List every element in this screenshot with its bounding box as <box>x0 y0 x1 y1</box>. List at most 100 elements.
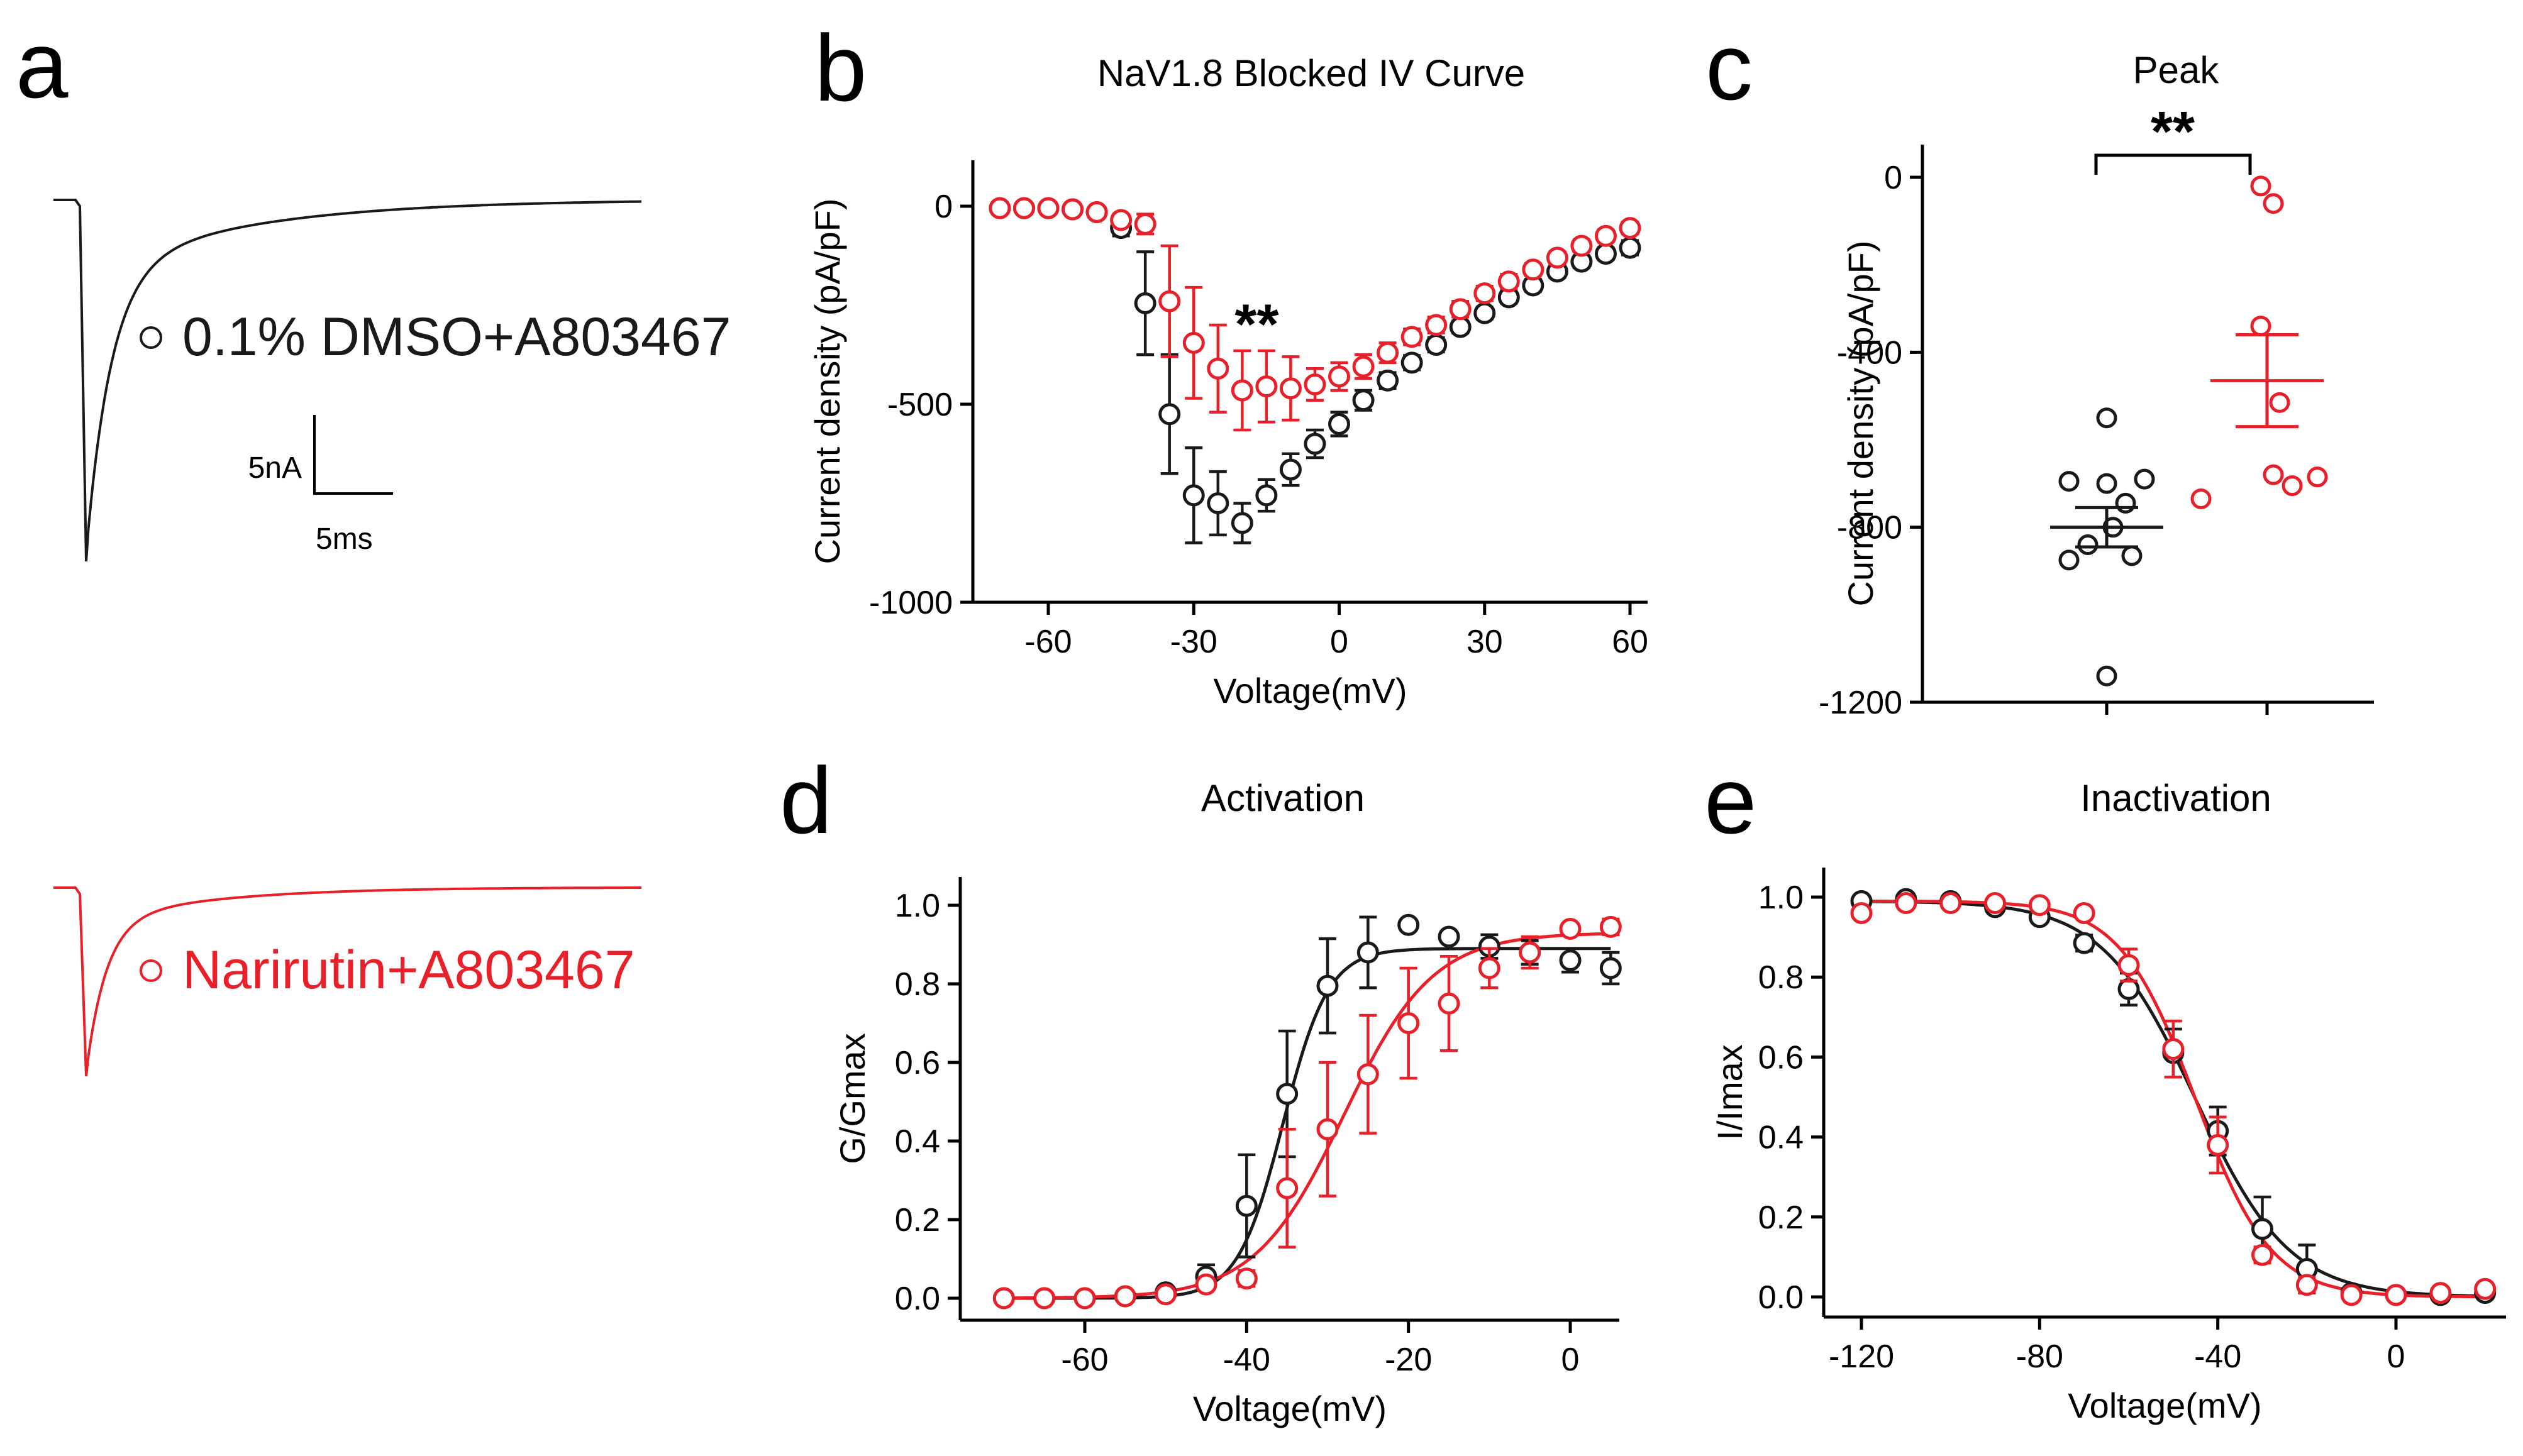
data-point <box>1195 1273 1217 1296</box>
data-point <box>1397 1012 1420 1034</box>
data-point <box>1255 375 1278 398</box>
data-point <box>2162 1038 2185 1061</box>
group-1 <box>2190 175 2328 715</box>
group-0 <box>2050 407 2163 715</box>
x-tick-label: -120 <box>1829 1338 1894 1375</box>
data-point <box>1522 258 1544 281</box>
x-axis-label: Voltage(mV) <box>1213 671 1407 710</box>
significance-mark: ** <box>2151 101 2195 163</box>
panel-b-axes: 0 -500 -1000 -60 -30 0 30 60 Voltage(mV) Current … <box>807 15 1648 710</box>
y-tick-label: 0.6 <box>895 1045 940 1081</box>
data-point <box>1062 198 1084 221</box>
x-tick-label: -80 <box>2016 1338 2063 1375</box>
data-point <box>1158 290 1181 312</box>
chart-title: NaV1.8 Blocked IV Curve <box>1097 52 1525 94</box>
data-point <box>2474 1277 2497 1300</box>
y-tick-label: 0.4 <box>1758 1120 1804 1156</box>
y-axis-label: Current density (pA/pF) <box>807 199 847 565</box>
legend-marker <box>140 326 162 349</box>
data-point <box>1559 949 1582 971</box>
data-point <box>1546 246 1568 269</box>
x-tick-label: -30 <box>1170 624 1217 660</box>
data-point <box>1895 892 1917 915</box>
data-point <box>2295 1274 2318 1296</box>
y-axis-label: I/Imax <box>1710 1044 1749 1140</box>
data-point <box>1279 377 1302 400</box>
data-point <box>1449 316 1472 338</box>
scale-bar <box>313 415 393 495</box>
data-point <box>2115 492 2136 514</box>
data-point <box>2121 545 2143 566</box>
data-point <box>1316 974 1339 997</box>
data-point <box>1073 1287 1096 1310</box>
data-point <box>2117 954 2140 976</box>
data-point <box>2190 488 2212 509</box>
data-point <box>2028 894 2051 917</box>
y-tick-label: -500 <box>887 387 953 423</box>
y-tick-label: 0.8 <box>895 966 940 1003</box>
y-tick-label: 0.6 <box>1758 1039 1804 1076</box>
data-point <box>1478 957 1500 979</box>
data-point <box>1207 492 1229 514</box>
panel-letter: e <box>1704 747 1756 853</box>
data-point <box>2250 316 2271 337</box>
data-point <box>2250 175 2271 197</box>
y-tick-label: 0.2 <box>1758 1200 1804 1236</box>
data-point <box>1012 197 1035 219</box>
x-tick-label: 0 <box>1561 1342 1580 1378</box>
series-1-treatment <box>992 915 1622 1310</box>
data-point <box>1594 224 1617 247</box>
y-tick-label: 0.8 <box>1758 959 1804 996</box>
y-tick-label: -400 <box>1837 334 1902 371</box>
x-axis-label: Voltage(mV) <box>1193 1389 1387 1428</box>
data-point <box>2269 392 2290 413</box>
data-point <box>2096 407 2117 429</box>
data-point <box>1425 314 1448 336</box>
data-point <box>2385 1284 2407 1306</box>
y-tick-label: 0.4 <box>895 1123 940 1160</box>
y-tick-label: 1.0 <box>895 888 940 924</box>
data-point <box>2340 1284 2363 1306</box>
data-point <box>1182 484 1205 507</box>
data-point <box>1425 334 1448 356</box>
data-point <box>1400 326 1423 348</box>
x-tick-label: 30 <box>1467 624 1503 660</box>
legend-marker <box>140 959 162 982</box>
data-point <box>1619 236 1641 259</box>
data-point <box>1033 1287 1056 1310</box>
x-tick-label: 60 <box>1612 624 1648 660</box>
data-point <box>1850 902 1873 924</box>
chart-title: Activation <box>1201 777 1365 819</box>
panel-d-axes: 0.0 0.2 0.4 0.6 0.8 1.0 -60 -40 -20 0 Voltage(mV) G… <box>780 747 1619 1428</box>
data-point <box>1155 1283 1177 1306</box>
data-point <box>989 197 1011 219</box>
data-point <box>1473 302 1496 324</box>
fit-curve-1 <box>1004 932 1611 1300</box>
data-point <box>1356 941 1379 964</box>
data-point <box>1304 373 1326 395</box>
data-point <box>2263 193 2284 214</box>
y-tick-label: 0 <box>934 189 953 225</box>
data-point <box>2251 1218 2273 1240</box>
panel-a: a 0.1% DMSO+A803467 Narirutin+A803467 5nA 5m… <box>16 12 731 1077</box>
fit-curve-1 <box>1861 900 2485 1299</box>
series-0-control <box>1850 888 2497 1306</box>
data-point <box>2058 471 2080 492</box>
data-point <box>1449 298 1472 321</box>
data-point <box>1235 1267 1258 1290</box>
fit-curve-0 <box>1861 900 2485 1298</box>
chart-title: Inactivation <box>2080 777 2271 819</box>
significance-bracket <box>2094 153 2252 175</box>
data-point <box>1158 403 1181 426</box>
data-point <box>1400 351 1423 374</box>
y-tick-label: 0 <box>1884 160 1902 196</box>
data-point <box>1207 357 1229 380</box>
panel-letter: a <box>16 12 69 118</box>
data-point <box>1352 355 1375 378</box>
data-point <box>1110 209 1133 231</box>
x-tick-label: -40 <box>2194 1338 2241 1375</box>
data-point <box>1619 217 1641 240</box>
panel-letter: b <box>814 15 867 121</box>
series-0-control <box>992 913 1622 1310</box>
